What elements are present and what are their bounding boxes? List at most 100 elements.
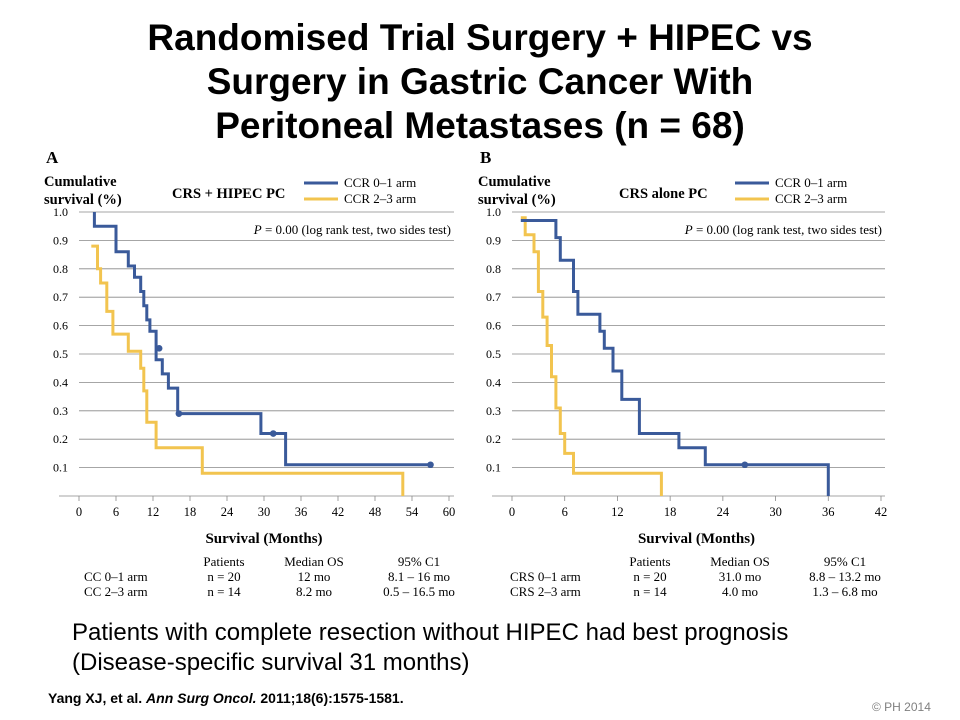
legend-label: CCR 2–3 arm bbox=[775, 191, 847, 206]
stats-cell: CRS 2–3 arm bbox=[510, 584, 581, 599]
y-tick-label: 1.0 bbox=[53, 205, 68, 219]
y-tick-label: 0.5 bbox=[53, 347, 68, 361]
x-tick-label: 60 bbox=[443, 505, 456, 519]
x-tick-label: 48 bbox=[369, 505, 382, 519]
y-tick-label: 0.1 bbox=[53, 461, 68, 475]
censor-mark bbox=[269, 430, 277, 437]
stats-cell: n = 14 bbox=[207, 584, 241, 599]
chart-title: CRS + HIPEC PC bbox=[172, 186, 285, 202]
stats-header-median: Median OS bbox=[284, 554, 344, 569]
y-tick-label: 0.2 bbox=[53, 432, 68, 446]
stats-row: CRS 2–3 arm n = 14 4.0 mo 1.3 – 6.8 mo bbox=[510, 584, 900, 599]
stats-header-median: Median OS bbox=[710, 554, 770, 569]
y-tick-label: 0.8 bbox=[53, 262, 68, 276]
y-tick-label: 0.7 bbox=[486, 290, 501, 304]
slide-title-line: Surgery in Gastric Cancer With bbox=[206, 61, 754, 102]
y-tick-label: 0.9 bbox=[53, 233, 68, 247]
x-tick-label: 18 bbox=[184, 505, 197, 519]
x-tick-label: 12 bbox=[147, 505, 160, 519]
stats-header-patients: Patients bbox=[203, 554, 245, 569]
stats-cell: 31.0 mo bbox=[718, 569, 762, 584]
survival-curve bbox=[520, 219, 830, 496]
footnote-line: Patients with complete resection without… bbox=[72, 619, 789, 646]
censor-mark bbox=[155, 345, 163, 352]
y-tick-label: 0.5 bbox=[486, 347, 501, 361]
stats-cell: CC 2–3 arm bbox=[84, 584, 148, 599]
y-tick-label: 0.2 bbox=[486, 432, 501, 446]
stats-cell: 0.5 – 16.5 mo bbox=[383, 584, 455, 599]
citation: Yang XJ, et al. Ann Surg Oncol. 2011;18(… bbox=[48, 690, 404, 706]
x-tick-label: 0 bbox=[509, 505, 515, 519]
chart-panel-b: B Cumulative survival (%) CRS alone PC CCR 0… bbox=[478, 148, 887, 547]
survival-curve bbox=[91, 244, 405, 496]
stats-cell: 8.1 – 16 mo bbox=[387, 569, 451, 584]
x-tick-label: 42 bbox=[875, 505, 888, 519]
chart-title: CRS alone PC bbox=[619, 186, 708, 202]
survival-curve bbox=[92, 212, 431, 467]
x-tick-label: 54 bbox=[406, 505, 419, 519]
panel-label: B bbox=[480, 148, 491, 167]
y-axis-label: survival (%) bbox=[478, 192, 556, 208]
footnote: Patients with complete resection without… bbox=[72, 618, 788, 678]
stats-header-ci: 95% C1 bbox=[823, 554, 867, 569]
chart-panel-a: A Cumulative survival (%) CRS + HIPEC PC CCR… bbox=[44, 148, 455, 547]
stats-header-row: Patients Median OS 95% C1 bbox=[84, 554, 474, 569]
stats-cell: 8.2 mo bbox=[295, 584, 333, 599]
y-axis-label: Cumulative bbox=[44, 174, 117, 190]
stats-cell: 1.3 – 6.8 mo bbox=[812, 584, 878, 599]
x-tick-label: 42 bbox=[332, 505, 345, 519]
x-tick-label: 12 bbox=[611, 505, 624, 519]
x-tick-label: 30 bbox=[769, 505, 782, 519]
y-tick-label: 1.0 bbox=[486, 205, 501, 219]
copyright: © PH 2014 bbox=[872, 700, 931, 714]
survival-curve bbox=[520, 216, 663, 496]
stats-cell: n = 20 bbox=[633, 569, 667, 584]
stats-header-patients: Patients bbox=[629, 554, 671, 569]
x-tick-label: 0 bbox=[76, 505, 82, 519]
y-tick-label: 0.6 bbox=[53, 319, 68, 333]
y-axis-label: Cumulative bbox=[478, 174, 551, 190]
legend-label: CCR 0–1 arm bbox=[775, 175, 847, 190]
citation-details: 2011;18(6):1575-1581. bbox=[260, 690, 404, 706]
legend-label: CCR 2–3 arm bbox=[344, 191, 416, 206]
x-axis-label: Survival (Months) bbox=[205, 531, 322, 547]
legend-label: CCR 0–1 arm bbox=[344, 175, 416, 190]
y-tick-label: 0.7 bbox=[53, 290, 68, 304]
stats-table-b: Patients Median OS 95% C1 CRS 0–1 arm n … bbox=[510, 554, 900, 599]
censor-mark bbox=[175, 410, 183, 417]
y-tick-label: 0.8 bbox=[486, 262, 501, 276]
panel-label: A bbox=[46, 148, 59, 167]
stats-cell: n = 14 bbox=[633, 584, 667, 599]
citation-journal: Ann Surg Oncol. bbox=[146, 690, 257, 706]
stats-cell: 12 mo bbox=[297, 569, 331, 584]
y-tick-label: 0.4 bbox=[53, 375, 68, 389]
x-tick-label: 36 bbox=[295, 505, 308, 519]
y-tick-label: 0.4 bbox=[486, 375, 501, 389]
stats-row: CRS 0–1 arm n = 20 31.0 mo 8.8 – 13.2 mo bbox=[510, 569, 900, 584]
citation-authors: Yang XJ, et al. bbox=[48, 690, 143, 706]
p-value-annotation: P = 0.00 (log rank test, two sides test) bbox=[253, 222, 451, 237]
censor-mark bbox=[427, 461, 434, 469]
x-axis-label: Survival (Months) bbox=[638, 531, 755, 547]
y-tick-label: 0.6 bbox=[486, 319, 501, 333]
footnote-line: (Disease-specific survival 31 months) bbox=[72, 649, 470, 676]
p-value-annotation: P = 0.00 (log rank test, two sides test) bbox=[684, 222, 882, 237]
stats-table-a: Patients Median OS 95% C1 CC 0–1 arm n =… bbox=[84, 554, 474, 599]
y-axis-label: survival (%) bbox=[44, 192, 122, 208]
y-tick-label: 0.3 bbox=[53, 404, 68, 418]
stats-cell: CRS 0–1 arm bbox=[510, 569, 581, 584]
y-tick-label: 0.9 bbox=[486, 233, 501, 247]
stats-cell: 8.8 – 13.2 mo bbox=[809, 569, 881, 584]
slide-title: Randomised Trial Surgery + HIPEC vs Surg… bbox=[40, 16, 920, 148]
x-tick-label: 24 bbox=[717, 505, 730, 519]
stats-row: CC 2–3 arm n = 14 8.2 mo 0.5 – 16.5 mo bbox=[84, 584, 474, 599]
y-tick-label: 0.1 bbox=[486, 461, 501, 475]
x-tick-label: 36 bbox=[822, 505, 835, 519]
stats-cell: CC 0–1 arm bbox=[84, 569, 148, 584]
x-tick-label: 18 bbox=[664, 505, 677, 519]
stats-cell: n = 20 bbox=[207, 569, 241, 584]
x-tick-label: 6 bbox=[113, 505, 119, 519]
x-tick-label: 30 bbox=[258, 505, 271, 519]
x-tick-label: 6 bbox=[562, 505, 568, 519]
